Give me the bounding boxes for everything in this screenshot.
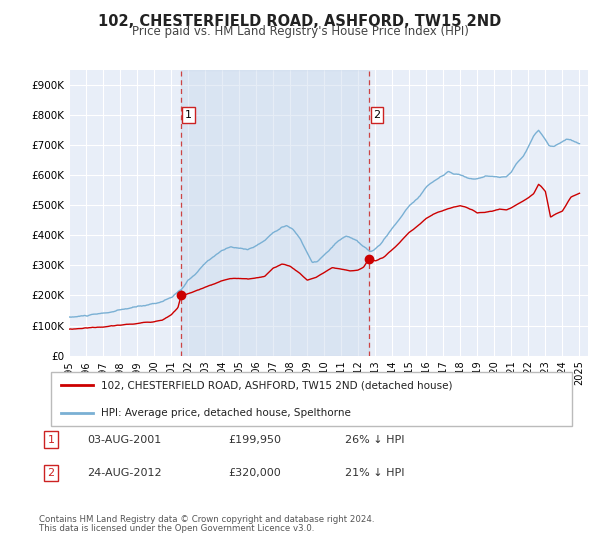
Text: 2: 2 bbox=[373, 110, 380, 120]
Text: Contains HM Land Registry data © Crown copyright and database right 2024.: Contains HM Land Registry data © Crown c… bbox=[39, 515, 374, 524]
Text: £199,950: £199,950 bbox=[228, 435, 281, 445]
FancyBboxPatch shape bbox=[50, 372, 572, 426]
Text: 102, CHESTERFIELD ROAD, ASHFORD, TW15 2ND (detached house): 102, CHESTERFIELD ROAD, ASHFORD, TW15 2N… bbox=[101, 380, 452, 390]
Text: This data is licensed under the Open Government Licence v3.0.: This data is licensed under the Open Gov… bbox=[39, 524, 314, 533]
Text: HPI: Average price, detached house, Spelthorne: HPI: Average price, detached house, Spel… bbox=[101, 408, 350, 418]
Text: 03-AUG-2001: 03-AUG-2001 bbox=[87, 435, 161, 445]
Text: 102, CHESTERFIELD ROAD, ASHFORD, TW15 2ND: 102, CHESTERFIELD ROAD, ASHFORD, TW15 2N… bbox=[98, 14, 502, 29]
Bar bbox=[181, 70, 369, 356]
Text: 1: 1 bbox=[47, 435, 55, 445]
Text: 2: 2 bbox=[47, 468, 55, 478]
Text: Price paid vs. HM Land Registry's House Price Index (HPI): Price paid vs. HM Land Registry's House … bbox=[131, 25, 469, 38]
Text: £320,000: £320,000 bbox=[228, 468, 281, 478]
Text: 21% ↓ HPI: 21% ↓ HPI bbox=[345, 468, 404, 478]
Text: 26% ↓ HPI: 26% ↓ HPI bbox=[345, 435, 404, 445]
Text: 1: 1 bbox=[185, 110, 192, 120]
Text: 24-AUG-2012: 24-AUG-2012 bbox=[87, 468, 161, 478]
